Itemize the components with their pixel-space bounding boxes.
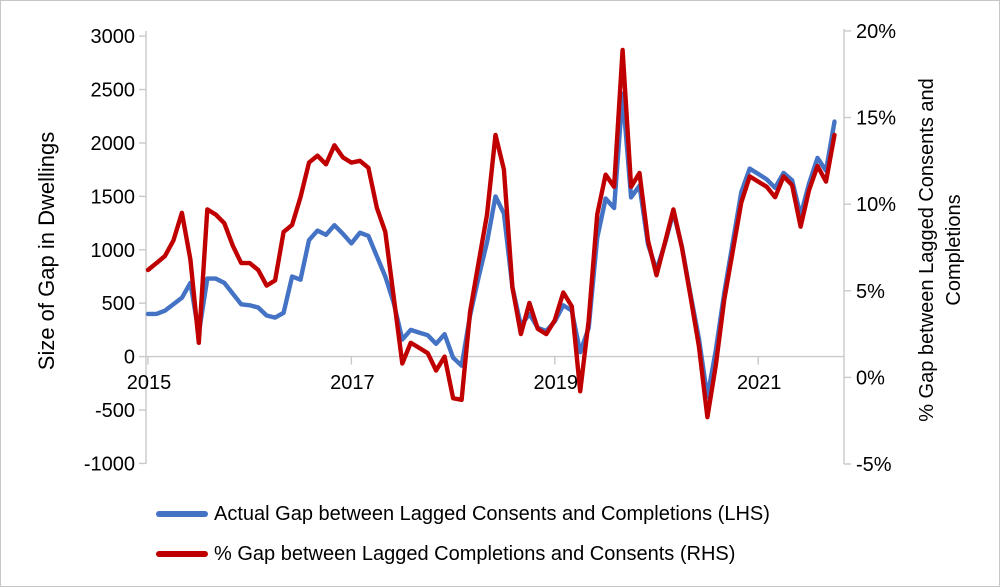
- right-axis-tick-label: 15%: [856, 108, 896, 130]
- series-line-percent-gap: [145, 47, 837, 420]
- left-axis-tick-label: -1000: [84, 453, 135, 475]
- x-axis-tick-label: 2021: [737, 372, 782, 394]
- left-axis-tick-label: 2500: [91, 80, 136, 102]
- right-axis-title-line2: Completions: [943, 194, 965, 306]
- legend: Actual Gap between Lagged Consents and C…: [156, 502, 770, 582]
- right-axis-tick-label: -5%: [856, 454, 892, 476]
- x-axis-tick-label: 2019: [534, 372, 579, 394]
- left-axis-title: Size of Gap in Dwellings: [34, 131, 59, 371]
- left-axis-tick-label: -500: [95, 400, 135, 422]
- legend-item-actual-gap: Actual Gap between Lagged Consents and C…: [156, 502, 770, 526]
- right-axis-title-line1: % Gap between Lagged Consents and: [916, 78, 938, 422]
- right-axis-tick-label: 20%: [856, 21, 896, 43]
- left-axis-tick-label: 2000: [91, 133, 136, 155]
- right-axis-tick-label: 5%: [856, 281, 885, 303]
- legend-swatch-red-line: [156, 551, 208, 557]
- right-axis-tick-label: 10%: [856, 194, 896, 216]
- x-axis-tick-label: 2015: [127, 372, 172, 394]
- legend-swatch-blue-line: [156, 511, 208, 517]
- right-axis-tick-label: 0%: [856, 367, 885, 389]
- left-axis-tick-label: 1500: [91, 186, 136, 208]
- left-axis-tick-label: 3000: [91, 26, 136, 48]
- left-axis-tick-label: 1000: [91, 240, 136, 262]
- left-axis-tick-label: 0: [124, 347, 135, 369]
- right-axis-title: % Gap between Lagged Consents and Comple…: [914, 10, 970, 490]
- legend-label: % Gap between Lagged Completions and Con…: [214, 542, 736, 565]
- legend-item-percent-gap: % Gap between Lagged Completions and Con…: [156, 542, 770, 566]
- x-axis-tick-label: 2017: [330, 372, 375, 394]
- left-axis-tick-label: 500: [102, 293, 135, 315]
- legend-label: Actual Gap between Lagged Consents and C…: [214, 502, 770, 525]
